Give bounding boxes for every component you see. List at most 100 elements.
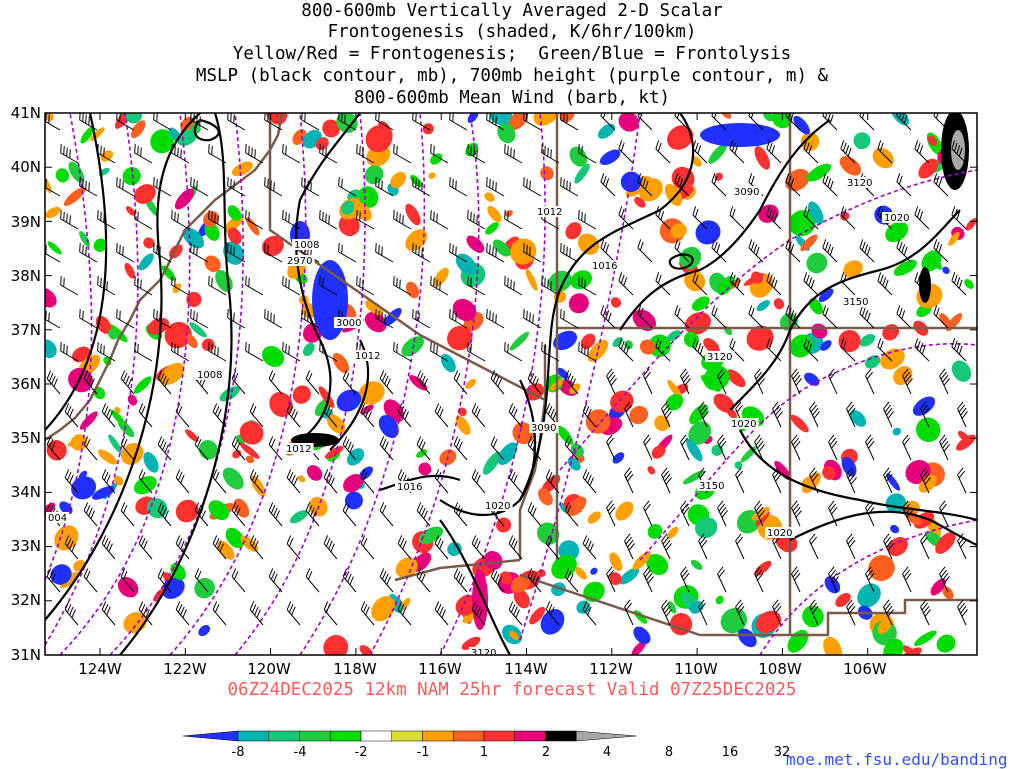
wind-barb (504, 276, 523, 296)
wind-barb (655, 206, 671, 230)
lat-label: 31N (10, 646, 41, 664)
website-link[interactable]: moe.met.fsu.edu/banding (786, 750, 1008, 769)
wind-barb (412, 113, 431, 131)
wind-barb (101, 403, 116, 428)
shading-cell (715, 595, 724, 605)
wind-barb (301, 177, 320, 197)
lon-label: 114W (504, 660, 548, 678)
shading-cell (902, 645, 916, 655)
shading-cell (418, 462, 432, 476)
wind-barb (319, 144, 338, 164)
height-contour (299, 113, 426, 655)
wind-barb (134, 210, 153, 230)
height-label: 3090 (734, 187, 759, 198)
wind-barb (245, 342, 264, 362)
shading-cell (942, 586, 954, 600)
wind-barb (338, 113, 357, 131)
shading-cell (679, 246, 702, 270)
shading-cell (297, 475, 306, 483)
colorbar-cell (422, 730, 454, 742)
shading-cell (465, 379, 477, 389)
wind-barb (809, 467, 819, 494)
wind-barb (319, 342, 338, 362)
wind-barb (134, 144, 153, 164)
shading-cell (758, 204, 779, 223)
shading-cell (888, 537, 908, 557)
shading-cell (401, 336, 424, 357)
wind-barb (208, 210, 227, 230)
wind-barb (717, 434, 727, 461)
wind-barb (766, 140, 782, 164)
wind-barb (467, 342, 486, 362)
contour-label-box (845, 177, 875, 188)
shading-cell (90, 127, 105, 141)
shading-cell (802, 605, 824, 628)
wind-barb (393, 276, 412, 296)
lon-label: 108W (758, 660, 802, 678)
shading-cell (447, 325, 473, 351)
wind-barb (877, 338, 893, 362)
wind-barb (490, 568, 505, 593)
mslp-label: 1016 (397, 482, 422, 493)
wind-barb (828, 368, 838, 395)
contour-label-box (529, 422, 559, 433)
shading-cell (371, 596, 396, 622)
shading-cell (877, 617, 893, 634)
wind-barb (157, 568, 172, 593)
shading-cell (182, 227, 205, 249)
colorbar-cell (514, 730, 546, 742)
shading-cell (885, 221, 909, 243)
wind-barb (766, 272, 782, 296)
shading-cell (553, 330, 578, 351)
shading-cell (664, 183, 683, 207)
wind-barb (791, 434, 801, 461)
wind-barb (453, 370, 468, 395)
wind-barb (508, 535, 523, 560)
shading-cell (859, 334, 876, 347)
wind-barb (803, 206, 819, 230)
shading-cell (46, 439, 67, 461)
shading-cell (567, 496, 587, 517)
wind-barb (120, 436, 135, 461)
wind-barb (360, 403, 375, 428)
wind-barb (785, 173, 801, 197)
shading-cell (537, 488, 553, 506)
shading-cell (751, 506, 770, 521)
wind-barb (523, 243, 542, 263)
wind-barb (606, 566, 616, 593)
shading-cell (574, 566, 587, 580)
wind-barb (582, 469, 597, 494)
shading-cell (619, 567, 640, 585)
mslp-contours (45, 113, 977, 655)
shading-cell (936, 634, 956, 653)
contour-label-box (729, 418, 759, 429)
wind-barb (754, 368, 765, 395)
wind-barb (920, 467, 931, 494)
wind-barb (249, 601, 264, 626)
lat-label: 40N (10, 158, 41, 176)
shading-cell (567, 457, 581, 471)
wind-barb (416, 568, 431, 593)
wind-barb (772, 401, 783, 428)
wind-barb (323, 601, 338, 626)
shading-cell (306, 465, 323, 481)
wind-barb (865, 566, 875, 593)
wind-barb (60, 210, 79, 230)
wind-barb (914, 206, 930, 230)
wind-barb (791, 500, 802, 527)
wind-barb (545, 469, 560, 494)
shading-cell (647, 466, 655, 475)
wind-barb (434, 469, 449, 494)
mslp-label: 1020 (731, 419, 756, 430)
wind-barb (416, 502, 431, 527)
shading-cell (225, 527, 245, 549)
mslp-label: 1012 (537, 207, 562, 218)
wind-barb (305, 568, 320, 593)
shading-cell (565, 222, 582, 240)
wind-barb (397, 403, 412, 428)
wind-barb (430, 210, 449, 230)
wind-barb (138, 601, 153, 626)
contour-label-box (765, 527, 795, 538)
mslp-label: 1008 (294, 240, 319, 251)
wind-barb (471, 601, 486, 626)
